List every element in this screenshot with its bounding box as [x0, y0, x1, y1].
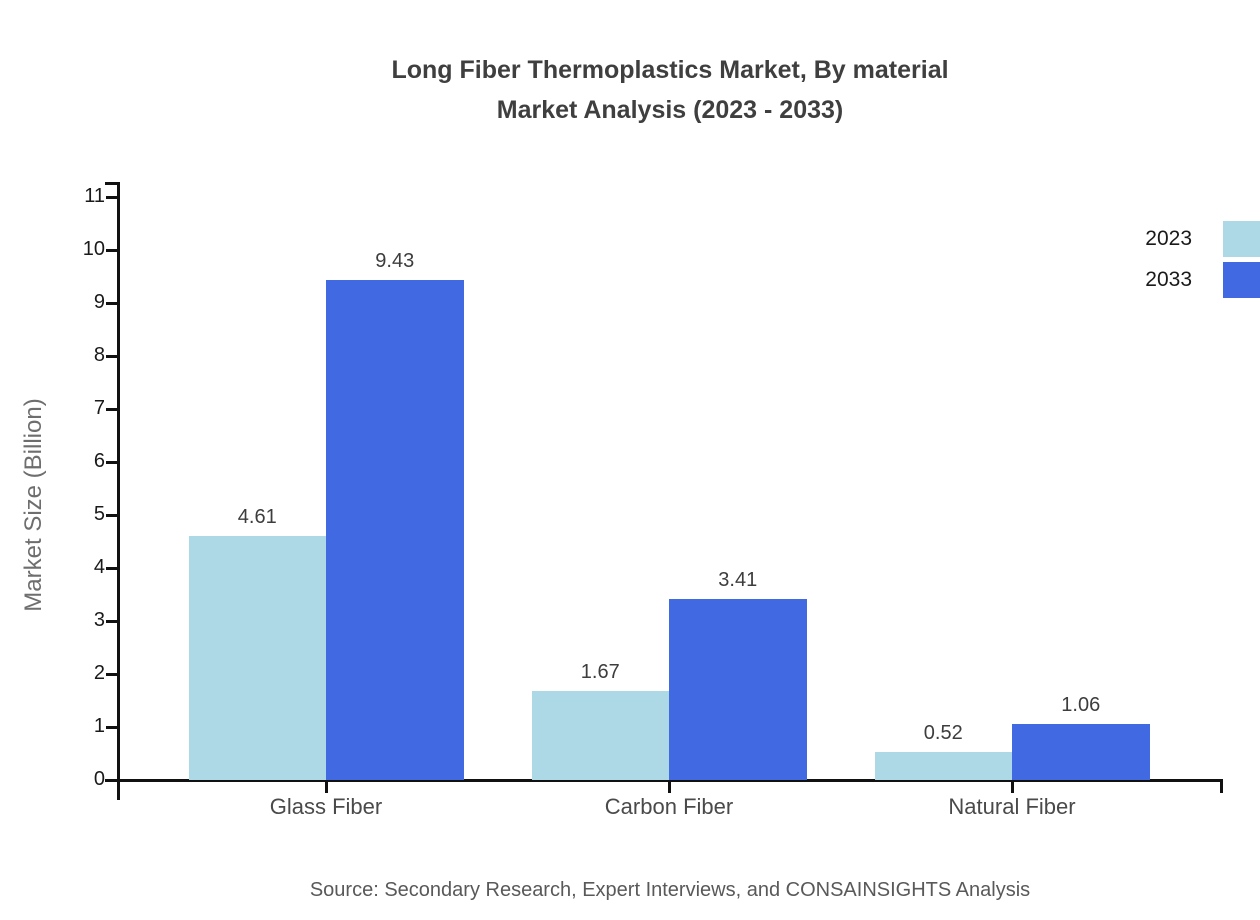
y-tick-7	[106, 407, 118, 411]
y-tick-label-7: 7	[93, 397, 105, 419]
y-tick-2	[106, 672, 118, 676]
y-axis-title: Market Size (Billion)	[20, 398, 47, 612]
category-label-glass-fiber: Glass Fiber	[269, 794, 383, 819]
bar-2033-glass-fiber	[326, 280, 464, 780]
y-tick-10	[106, 248, 118, 252]
legend-label-2033: 2033	[1145, 268, 1192, 291]
y-tick-9	[106, 301, 118, 305]
bar-2023-glass-fiber	[188, 535, 326, 780]
x-tick-natural-fiber	[1010, 782, 1014, 793]
legend-item-2033: 2033	[1040, 261, 1260, 298]
y-tick-label-0: 0	[93, 768, 105, 790]
y-tick-4	[106, 566, 118, 570]
bar-value-2033-glass-fiber: 9.43	[375, 250, 415, 273]
category-label-carbon-fiber: Carbon Fiber	[604, 794, 734, 819]
bar-value-2033-carbon-fiber: 3.41	[718, 569, 758, 592]
y-tick-label-10: 10	[82, 238, 105, 260]
x-axis-spine	[105, 779, 1223, 782]
y-tick-11	[106, 195, 118, 199]
y-tick-1	[106, 725, 118, 729]
y-tick-6	[106, 460, 118, 464]
y-tick-0	[106, 778, 118, 782]
y-tick-8	[106, 354, 118, 358]
x-tick-carbon-fiber	[667, 782, 671, 793]
y-tick-label-6: 6	[93, 450, 105, 472]
bar-2023-natural-fiber	[874, 752, 1012, 780]
bar-value-2023-natural-fiber: 0.52	[923, 722, 963, 745]
y-tick-label-11: 11	[84, 185, 105, 207]
chart-title-line1: Long Fiber Thermoplastics Market, By mat…	[391, 56, 949, 84]
bar-2023-carbon-fiber	[531, 691, 669, 780]
y-tick-label-4: 4	[93, 556, 105, 578]
y-tick-label-3: 3	[93, 609, 105, 631]
y-tick-label-5: 5	[93, 503, 105, 525]
bar-value-2023-carbon-fiber: 1.67	[580, 661, 620, 684]
legend-swatch-2033	[1223, 262, 1260, 298]
y-tick-label-9: 9	[93, 291, 105, 313]
y-axis-spine	[117, 182, 120, 800]
chart-title: Long Fiber Thermoplastics Market, By mat…	[118, 50, 1222, 130]
legend-item-2023: 2023	[1040, 220, 1260, 257]
bar-value-2033-natural-fiber: 1.06	[1061, 693, 1101, 716]
bar-2033-carbon-fiber	[669, 599, 807, 780]
category-label-natural-fiber: Natural Fiber	[948, 794, 1076, 819]
chart-title-line2: Market Analysis (2023 - 2033)	[496, 96, 844, 124]
y-tick-5	[106, 513, 118, 517]
y-tick-3	[106, 619, 118, 623]
legend-swatch-2023	[1223, 221, 1260, 257]
bar-value-2023-glass-fiber: 4.61	[237, 505, 277, 528]
bar-2033-natural-fiber	[1012, 723, 1150, 780]
x-axis-end-tick	[1220, 779, 1223, 793]
y-axis-end-cap	[105, 182, 118, 185]
legend-label-2023: 2023	[1145, 227, 1192, 250]
x-tick-glass-fiber	[324, 782, 328, 793]
y-tick-label-2: 2	[93, 662, 105, 684]
source-attribution: Source: Secondary Research, Expert Inter…	[309, 879, 1031, 901]
y-tick-label-8: 8	[93, 344, 105, 366]
y-tick-label-1: 1	[93, 715, 105, 737]
